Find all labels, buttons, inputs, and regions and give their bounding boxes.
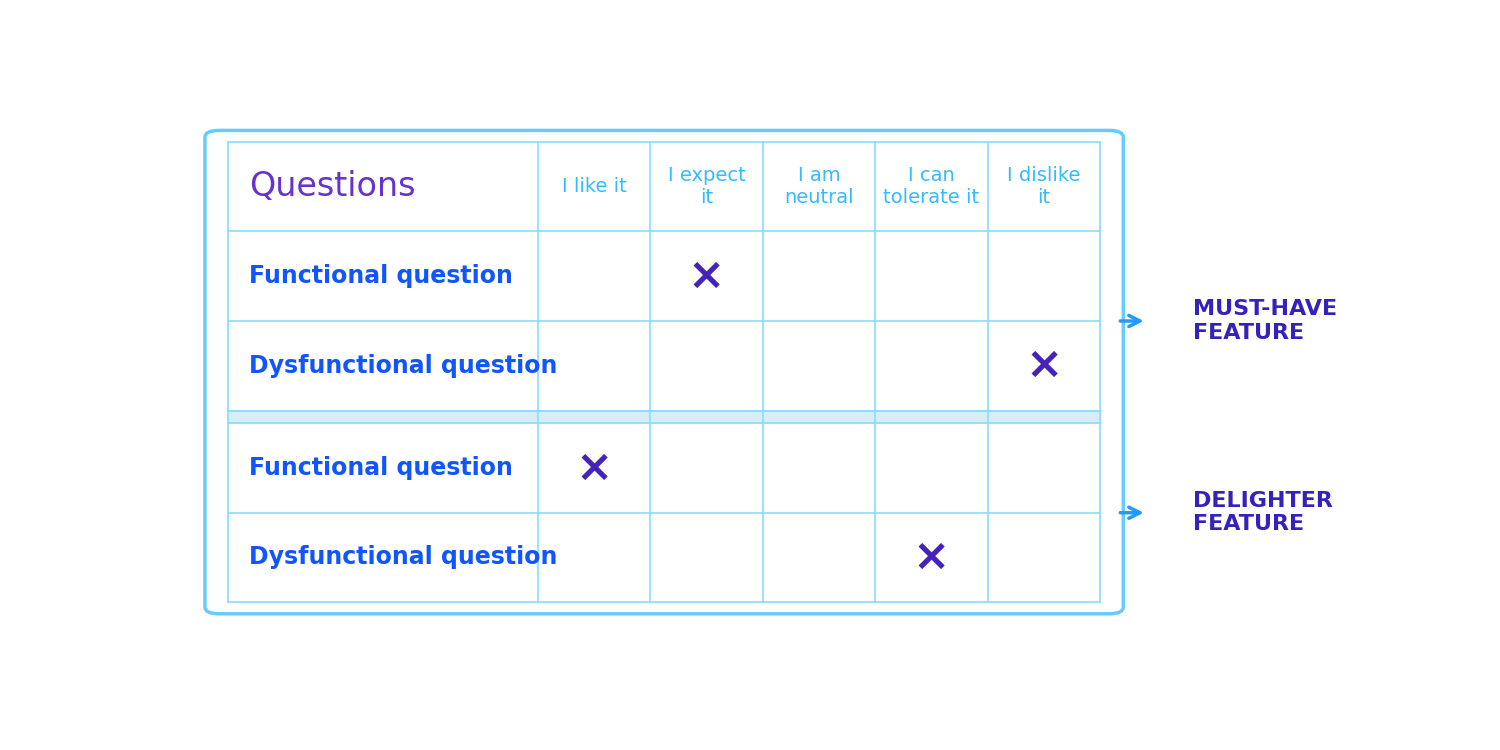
Text: ×: × bbox=[1024, 344, 1062, 387]
Text: ×: × bbox=[912, 536, 950, 579]
Text: I can
tolerate it: I can tolerate it bbox=[884, 166, 980, 207]
Text: DELIGHTER
FEATURE: DELIGHTER FEATURE bbox=[1192, 491, 1334, 534]
Text: MUST-HAVE
FEATURE: MUST-HAVE FEATURE bbox=[1192, 299, 1336, 343]
Text: Dysfunctional question: Dysfunctional question bbox=[249, 545, 558, 569]
Text: Functional question: Functional question bbox=[249, 264, 513, 288]
Text: I dislike
it: I dislike it bbox=[1007, 166, 1080, 207]
Text: ×: × bbox=[576, 446, 612, 490]
Text: I expect
it: I expect it bbox=[668, 166, 746, 207]
Text: I am
neutral: I am neutral bbox=[784, 166, 853, 207]
Text: Questions: Questions bbox=[249, 170, 416, 203]
Text: I like it: I like it bbox=[561, 177, 627, 197]
Text: Dysfunctional question: Dysfunctional question bbox=[249, 354, 558, 378]
Text: Functional question: Functional question bbox=[249, 456, 513, 480]
Text: ×: × bbox=[688, 255, 724, 298]
Bar bbox=[228, 410, 1100, 423]
FancyBboxPatch shape bbox=[206, 130, 1124, 614]
